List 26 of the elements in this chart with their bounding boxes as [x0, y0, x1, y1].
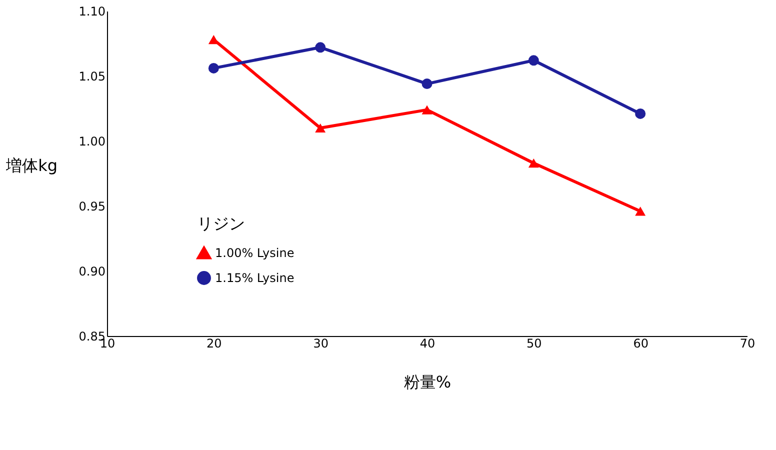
y-tick-label: 0.90 — [78, 264, 106, 278]
x-tick-label: 40 — [420, 336, 436, 350]
point — [208, 35, 219, 44]
x-axis-title: 粉量% — [404, 372, 452, 392]
legend-label: 1.00% Lysine — [215, 246, 294, 260]
y-tick-label: 0.95 — [78, 200, 106, 214]
point — [422, 78, 432, 90]
x-tick-label: 50 — [526, 336, 542, 350]
legend-label: 1.15% Lysine — [215, 271, 294, 285]
point — [528, 158, 539, 168]
point — [208, 62, 219, 74]
point — [635, 108, 646, 119]
x-tick-label: 20 — [206, 336, 222, 350]
legend-title: リジン — [197, 214, 245, 233]
point — [528, 55, 539, 66]
point — [635, 206, 646, 216]
y-tick-label: 1.10 — [78, 4, 106, 18]
x-tick-label: 70 — [740, 336, 756, 350]
x-tick-label: 60 — [633, 336, 648, 350]
y-tick-label: 1.05 — [78, 70, 106, 84]
y-axis-title: 増体kg — [5, 156, 58, 175]
y-tick-label: 1.00 — [78, 134, 106, 148]
point — [315, 42, 326, 53]
x-tick-label: 30 — [313, 336, 328, 350]
point — [422, 105, 432, 114]
point — [315, 123, 326, 133]
